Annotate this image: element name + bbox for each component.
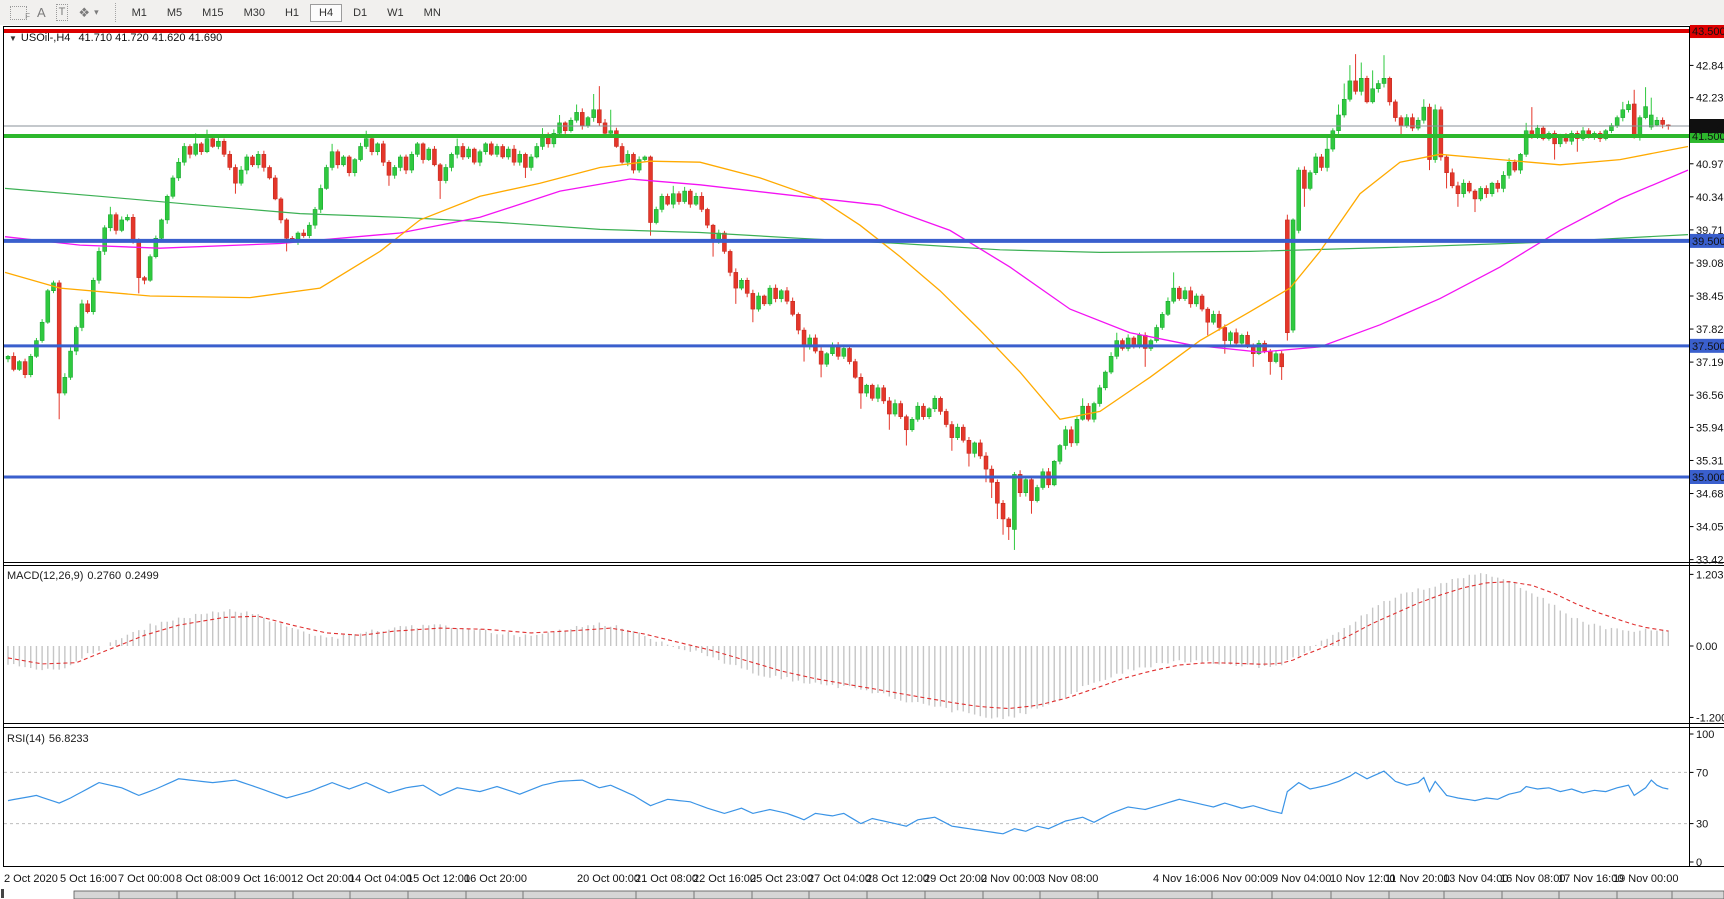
- svg-text:35.315: 35.315: [1696, 455, 1724, 467]
- svg-text:4 Nov 16:00: 4 Nov 16:00: [1153, 873, 1212, 885]
- svg-text:39.710: 39.710: [1696, 225, 1724, 237]
- price-tag: 41.690: [1690, 119, 1724, 134]
- timeframe-button-m1[interactable]: M1: [123, 4, 156, 22]
- timeframe-button-mn[interactable]: MN: [415, 4, 450, 22]
- svg-text:21 Oct 08:00: 21 Oct 08:00: [635, 873, 698, 885]
- svg-text:34.055: 34.055: [1696, 522, 1724, 534]
- price-tag: 37.500: [1690, 338, 1724, 353]
- svg-text:17 Nov 16:00: 17 Nov 16:00: [1558, 873, 1623, 885]
- svg-text:1.2037: 1.2037: [1696, 569, 1724, 581]
- price-tag: 39.500: [1690, 233, 1724, 248]
- svg-text:19 Nov 00:00: 19 Nov 00:00: [1613, 873, 1678, 885]
- price-axis: 42.845 42.230 40.970 40.340 39.710 39.080 38.4…: [1689, 25, 1724, 869]
- svg-text:33.425: 33.425: [1696, 555, 1724, 567]
- text-label-icon[interactable]: T: [55, 4, 69, 21]
- svg-text:40.970: 40.970: [1696, 159, 1724, 171]
- font-icon[interactable]: A: [37, 5, 46, 20]
- svg-text:38.450: 38.450: [1696, 291, 1724, 303]
- svg-text:41.500: 41.500: [1692, 131, 1724, 143]
- svg-text:34.685: 34.685: [1696, 489, 1724, 501]
- svg-text:6 Nov 00:00: 6 Nov 00:00: [1213, 873, 1272, 885]
- svg-text:30: 30: [1696, 819, 1708, 831]
- svg-text:35.000: 35.000: [1692, 472, 1724, 484]
- svg-text:3 Nov 08:00: 3 Nov 08:00: [1039, 873, 1098, 885]
- svg-text:14 Oct 04:00: 14 Oct 04:00: [349, 873, 412, 885]
- svg-text:70: 70: [1696, 767, 1708, 779]
- svg-text:2 Nov 00:00: 2 Nov 00:00: [981, 873, 1040, 885]
- svg-text:8 Oct 08:00: 8 Oct 08:00: [176, 873, 233, 885]
- toolbar-separator: [114, 3, 116, 22]
- time-axis: 2 Oct 2020 5 Oct 16:00 7 Oct 00:00 8 Oct 08…: [4, 873, 1678, 885]
- timeframe-button-m30[interactable]: M30: [235, 4, 274, 22]
- timeframe-button-h1[interactable]: H1: [276, 4, 308, 22]
- svg-text:36.560: 36.560: [1696, 390, 1724, 402]
- chart-ohlc-values: 41.710 41.720 41.620 41.690: [78, 32, 223, 44]
- svg-text:41.690: 41.690: [1692, 121, 1724, 133]
- svg-text:-1.2008: -1.2008: [1696, 712, 1724, 724]
- chart-title: ▼ USOil-,H4 41.710 41.720 41.620 41.690: [9, 32, 222, 44]
- svg-text:5 Oct 16:00: 5 Oct 16:00: [60, 873, 117, 885]
- timeframe-button-w1[interactable]: W1: [378, 4, 413, 22]
- svg-text:29 Oct 20:00: 29 Oct 20:00: [924, 873, 987, 885]
- svg-text:2 Oct 2020: 2 Oct 2020: [4, 873, 58, 885]
- svg-text:43.500: 43.500: [1692, 26, 1724, 38]
- svg-text:7 Oct 00:00: 7 Oct 00:00: [118, 873, 175, 885]
- rsi-value: 56.8233: [48, 733, 89, 745]
- rsi-name: RSI(14): [7, 733, 45, 745]
- macd-indicator-label: MACD(12,26,9) 0.2760 0.2499: [7, 570, 159, 582]
- svg-text:35.945: 35.945: [1696, 422, 1724, 434]
- svg-text:37.820: 37.820: [1696, 324, 1724, 336]
- svg-text:40.340: 40.340: [1696, 192, 1724, 204]
- rsi-indicator-label: RSI(14) 56.8233: [7, 733, 89, 745]
- macd-signal-value: 0.2499: [125, 570, 159, 582]
- svg-text:9 Oct 16:00: 9 Oct 16:00: [234, 873, 291, 885]
- svg-text:11 Nov 20:00: 11 Nov 20:00: [1385, 873, 1450, 885]
- toolbar-tools: A T ❖ ▾: [0, 4, 109, 24]
- price-panel: [4, 29, 1689, 550]
- svg-text:27 Oct 04:00: 27 Oct 04:00: [808, 873, 871, 885]
- timeframe-button-group: M1 M5 M15 M30 H1 H4 D1 W1 MN: [122, 3, 451, 22]
- svg-text:100: 100: [1696, 729, 1714, 741]
- toolbar: A T ❖ ▾ M1 M5 M15 M30 H1 H4 D1 W1 MN: [0, 0, 1724, 26]
- svg-text:28 Oct 12:00: 28 Oct 12:00: [866, 873, 929, 885]
- price-tag: 35.000: [1690, 469, 1724, 484]
- svg-text:39.500: 39.500: [1692, 236, 1724, 248]
- main-chart-canvas[interactable]: 42.845 42.230 40.970 40.340 39.710 39.080 38.4…: [0, 25, 1724, 899]
- svg-text:9 Nov 04:00: 9 Nov 04:00: [1272, 873, 1331, 885]
- svg-text:42.845: 42.845: [1696, 60, 1724, 72]
- macd-name: MACD(12,26,9): [7, 570, 84, 582]
- chart-window: 42.845 42.230 40.970 40.340 39.710 39.080 38.4…: [0, 25, 1724, 899]
- macd-panel: [7, 573, 1670, 720]
- svg-text:0.00: 0.00: [1696, 641, 1717, 653]
- chart-symbol-period: USOil-,H4: [20, 32, 71, 44]
- svg-text:10 Nov 12:00: 10 Nov 12:00: [1330, 873, 1395, 885]
- price-tag: 43.500: [1690, 25, 1724, 39]
- svg-text:37.500: 37.500: [1692, 341, 1724, 353]
- svg-text:39.080: 39.080: [1696, 258, 1724, 270]
- svg-text:25 Oct 23:00: 25 Oct 23:00: [750, 873, 813, 885]
- timeframe-button-m15[interactable]: M15: [193, 4, 232, 22]
- svg-text:37.190: 37.190: [1696, 357, 1724, 369]
- svg-text:16 Oct 20:00: 16 Oct 20:00: [464, 873, 527, 885]
- chart-dropdown-icon[interactable]: ▼: [9, 34, 17, 43]
- svg-text:20 Oct 00:00: 20 Oct 00:00: [577, 873, 640, 885]
- macd-value: 0.2760: [87, 570, 122, 582]
- timeframe-button-d1[interactable]: D1: [344, 4, 376, 22]
- svg-text:22 Oct 16:00: 22 Oct 16:00: [693, 873, 756, 885]
- svg-text:42.230: 42.230: [1696, 93, 1724, 105]
- rsi-panel: [4, 770, 1689, 835]
- indicator-frame-icon[interactable]: [10, 5, 30, 24]
- timeframe-button-h4[interactable]: H4: [310, 3, 343, 22]
- arrange-icon[interactable]: ❖: [78, 5, 91, 20]
- chart-scrollbar[interactable]: [0, 888, 1724, 899]
- svg-text:16 Nov 08:00: 16 Nov 08:00: [1500, 873, 1565, 885]
- svg-text:0: 0: [1696, 857, 1702, 869]
- svg-text:13 Nov 04:00: 13 Nov 04:00: [1443, 873, 1508, 885]
- svg-text:15 Oct 12:00: 15 Oct 12:00: [407, 873, 470, 885]
- timeframe-button-m5[interactable]: M5: [158, 4, 191, 22]
- dropdown-caret-icon[interactable]: ▾: [94, 7, 99, 17]
- svg-text:12 Oct 20:00: 12 Oct 20:00: [291, 873, 354, 885]
